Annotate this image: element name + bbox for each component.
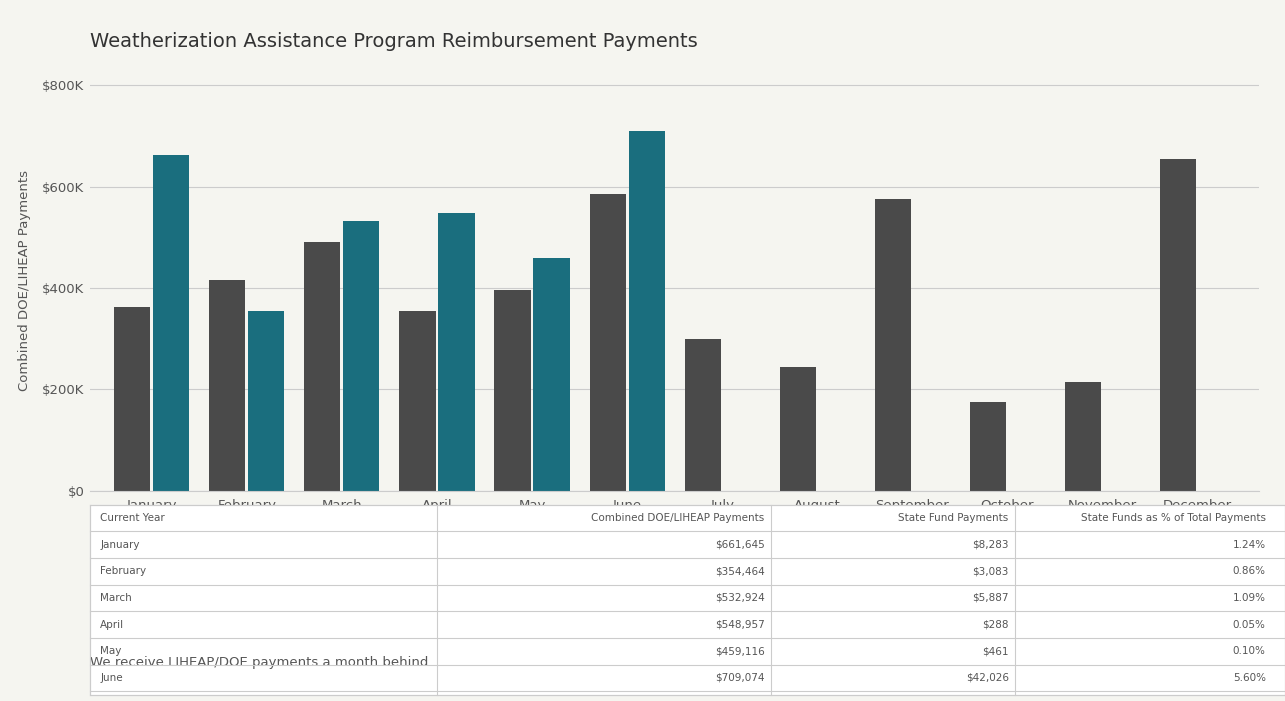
Text: State Funds as % of Total Payments: State Funds as % of Total Payments	[1081, 513, 1266, 523]
Text: January: January	[100, 540, 140, 550]
Text: $3,083: $3,083	[973, 566, 1009, 576]
Text: June: June	[100, 673, 123, 683]
Bar	[400, 311, 436, 491]
Bar	[248, 311, 284, 491]
Text: $5,887: $5,887	[973, 593, 1009, 603]
Bar	[628, 131, 664, 491]
Text: May: May	[100, 646, 122, 656]
Text: State Fund Payments: State Fund Payments	[898, 513, 1009, 523]
Text: 5.60%: 5.60%	[1232, 673, 1266, 683]
Text: Current Year: Current Year	[100, 513, 164, 523]
Bar	[1065, 382, 1101, 491]
Text: Weatherization Assistance Program Reimbursement Payments: Weatherization Assistance Program Reimbu…	[90, 32, 698, 50]
Text: $709,074: $709,074	[714, 673, 765, 683]
Text: March: March	[100, 593, 132, 603]
Text: $548,957: $548,957	[714, 620, 765, 629]
Text: 0.86%: 0.86%	[1232, 566, 1266, 576]
Bar	[970, 402, 1006, 491]
Bar	[153, 156, 189, 491]
Bar	[114, 307, 150, 491]
Bar	[780, 367, 816, 491]
Text: February: February	[100, 566, 146, 576]
Text: 0.10%: 0.10%	[1232, 646, 1266, 656]
Bar	[209, 280, 245, 491]
Y-axis label: Combined DOE/LIHEAP Payments: Combined DOE/LIHEAP Payments	[18, 170, 31, 391]
Text: April: April	[100, 620, 125, 629]
Bar	[495, 290, 531, 491]
Text: $461: $461	[982, 646, 1009, 656]
Bar	[1160, 159, 1196, 491]
Text: $459,116: $459,116	[714, 646, 765, 656]
Text: $532,924: $532,924	[714, 593, 765, 603]
Bar	[590, 194, 626, 491]
Bar	[533, 258, 569, 491]
Bar	[438, 212, 474, 491]
Text: 1.09%: 1.09%	[1232, 593, 1266, 603]
Bar	[343, 221, 379, 491]
Text: Combined DOE/LIHEAP Payments: Combined DOE/LIHEAP Payments	[591, 513, 765, 523]
Text: $661,645: $661,645	[714, 540, 765, 550]
Text: 1.24%: 1.24%	[1232, 540, 1266, 550]
Text: 0.05%: 0.05%	[1232, 620, 1266, 629]
Text: We receive LIHEAP/DOE payments a month behind.: We receive LIHEAP/DOE payments a month b…	[90, 656, 433, 669]
Text: $354,464: $354,464	[714, 566, 765, 576]
Bar	[305, 243, 341, 491]
Legend: 2022, 2023: 2022, 2023	[587, 545, 762, 559]
Text: $42,026: $42,026	[966, 673, 1009, 683]
Text: $8,283: $8,283	[973, 540, 1009, 550]
Bar	[875, 199, 911, 491]
Text: $288: $288	[982, 620, 1009, 629]
Bar	[685, 339, 721, 491]
